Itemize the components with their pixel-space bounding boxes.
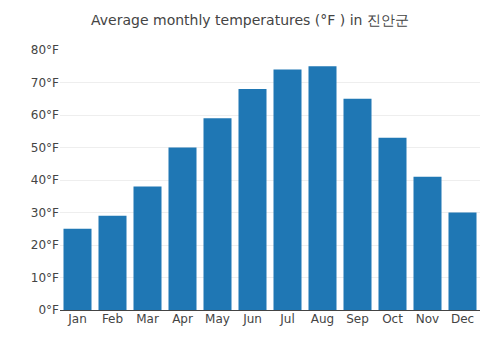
svg-text:60°F: 60°F: [31, 108, 59, 122]
svg-text:10°F: 10°F: [31, 271, 59, 285]
svg-text:20°F: 20°F: [31, 238, 59, 252]
svg-text:Feb: Feb: [102, 312, 123, 326]
svg-text:70°F: 70°F: [31, 76, 59, 90]
svg-text:Average monthly temperatures (: Average monthly temperatures (°F ) in 진안…: [91, 12, 409, 28]
svg-text:Jan: Jan: [67, 312, 87, 326]
svg-text:Apr: Apr: [172, 312, 193, 326]
svg-text:80°F: 80°F: [31, 43, 59, 57]
svg-text:Dec: Dec: [451, 312, 474, 326]
svg-text:Jul: Jul: [279, 312, 294, 326]
svg-text:Mar: Mar: [136, 312, 159, 326]
svg-text:Aug: Aug: [311, 312, 334, 326]
svg-text:Sep: Sep: [346, 312, 369, 326]
svg-text:30°F: 30°F: [31, 206, 59, 220]
svg-text:Jun: Jun: [242, 312, 262, 326]
svg-text:May: May: [205, 312, 230, 326]
svg-text:Oct: Oct: [382, 312, 403, 326]
svg-text:Nov: Nov: [416, 312, 439, 326]
svg-text:0°F: 0°F: [38, 303, 59, 317]
svg-text:40°F: 40°F: [31, 173, 59, 187]
svg-text:50°F: 50°F: [31, 141, 59, 155]
